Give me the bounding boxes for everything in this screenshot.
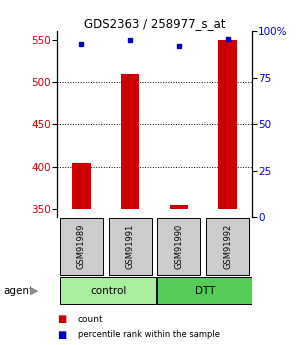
Bar (169, 205, 188, 209)
Text: control: control (90, 286, 126, 296)
Text: count: count (78, 315, 103, 324)
Bar (60, 218, 103, 275)
Bar (158, 218, 200, 275)
Text: GSM91991: GSM91991 (126, 224, 135, 269)
Text: GSM91989: GSM91989 (77, 224, 86, 269)
Title: GDS2363 / 258977_s_at: GDS2363 / 258977_s_at (84, 17, 225, 30)
Bar (218, 40, 237, 209)
Bar (121, 74, 140, 209)
Text: ■: ■ (57, 314, 66, 324)
Text: GSM91990: GSM91990 (174, 224, 183, 269)
Text: ■: ■ (57, 330, 66, 339)
Text: GSM91992: GSM91992 (223, 224, 232, 269)
Bar (206, 218, 249, 275)
Bar (60, 277, 157, 304)
Text: percentile rank within the sample: percentile rank within the sample (78, 330, 220, 339)
Text: DTT: DTT (196, 286, 216, 296)
Text: agent: agent (3, 286, 33, 296)
Bar (158, 277, 254, 304)
Text: ▶: ▶ (30, 286, 39, 296)
Bar (109, 218, 152, 275)
Bar (72, 163, 91, 209)
